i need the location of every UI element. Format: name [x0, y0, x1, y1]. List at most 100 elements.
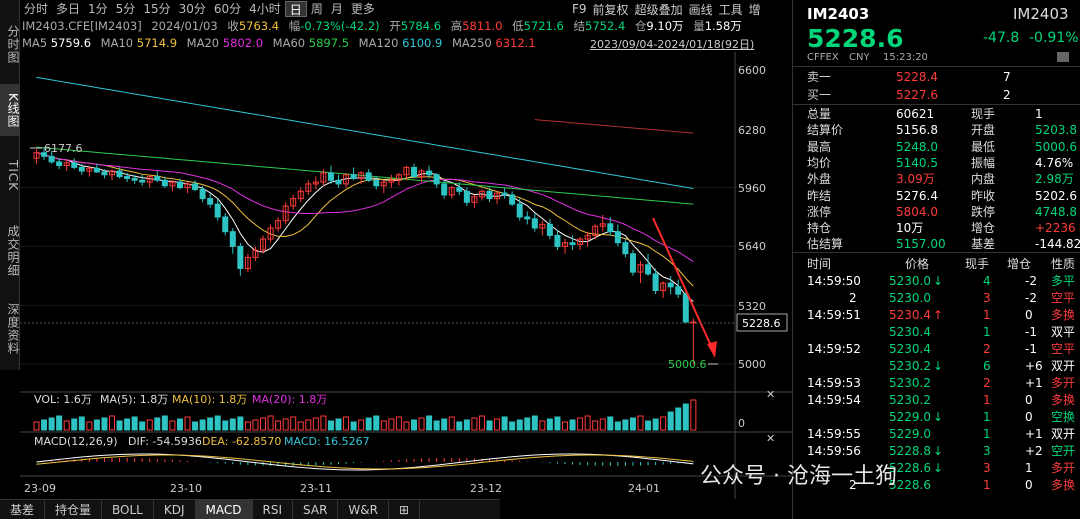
draw-button[interactable]: 画线 [688, 2, 713, 17]
kline-chart[interactable]: 6600 6280 5960 5640 5320 5000 23-09 23-10 23-11… [20, 52, 792, 499]
overlay-button[interactable]: 超级叠加 [634, 2, 683, 17]
period-more[interactable]: 更多 [350, 2, 375, 16]
tick-oi-chg: +1 [1025, 427, 1043, 441]
tick-price: 5230.2 [889, 376, 931, 390]
tab-kline[interactable]: K线图 [0, 84, 20, 136]
tab-sar[interactable]: SAR [293, 500, 339, 519]
period-multiday[interactable]: 多日 [56, 2, 81, 16]
tab-tick[interactable]: TICK [6, 160, 20, 192]
volume-bar [169, 420, 176, 431]
date-range[interactable]: 2023/09/04-2024/01/18(92日) [590, 38, 755, 51]
tab-rsi[interactable]: RSI [253, 500, 294, 519]
f9-button[interactable]: F9 [572, 2, 587, 16]
edit-icon[interactable] [1057, 52, 1069, 62]
stat-row: 持仓 10万 增仓 +2236 [793, 219, 1080, 237]
close-label: 收 [227, 19, 239, 33]
tab-oi[interactable]: 持仓量 [45, 500, 103, 519]
candle-body [305, 183, 312, 192]
candle-body [93, 167, 100, 173]
volume-bar [192, 421, 199, 431]
price-axis-label: 5960 [738, 182, 766, 195]
period-1min[interactable]: 1分 [88, 2, 108, 16]
tick-header-cell: 价格 [905, 257, 930, 271]
period-60min[interactable]: 60分 [213, 2, 242, 16]
oi-label: 仓 [634, 19, 647, 33]
stat-value: 60621 [896, 107, 935, 121]
volume-bar [629, 417, 636, 431]
period-4hour[interactable]: 4小时 [249, 2, 281, 16]
tab-timeshare[interactable]: 分时图 [6, 24, 20, 64]
candle-body [380, 181, 387, 187]
volume-bar [116, 420, 123, 431]
period-5min[interactable]: 5分 [115, 2, 136, 16]
candle-body [516, 203, 523, 218]
candle-body [629, 253, 636, 273]
vol-close-icon[interactable]: ✕ [766, 388, 775, 401]
tab-wr[interactable]: W&R [338, 500, 389, 519]
add-button[interactable]: 增 [748, 2, 761, 17]
tick-nature: 空换 [1051, 410, 1076, 424]
candle-body [494, 192, 501, 200]
adjust-button[interactable]: 前复权 [592, 2, 629, 17]
candle-body [501, 192, 508, 196]
candle-body [524, 216, 531, 220]
tab-kdj[interactable]: KDJ [154, 500, 196, 519]
period-week[interactable]: 周 [310, 2, 323, 16]
open-value: 5784.6 [400, 19, 442, 33]
candle-body [622, 242, 629, 255]
candle-body [116, 170, 123, 178]
stat-label: 开盘 [971, 123, 996, 138]
tick-vol: 3 [983, 291, 991, 305]
stat-value: 2.98万 [1035, 172, 1074, 187]
candle-body [252, 249, 259, 258]
ask-label: 卖一 [807, 70, 832, 84]
tick-nature: 空平 [1051, 342, 1076, 356]
last-price-tag: 5228.6 [742, 317, 781, 330]
volume-bar [350, 421, 357, 431]
volume-bar [554, 416, 561, 431]
candle-body [546, 223, 553, 236]
period-day[interactable]: 日 [284, 1, 307, 17]
tab-boll[interactable]: BOLL [102, 500, 154, 519]
tab-trade-detail[interactable]: 成交明细 [6, 225, 20, 277]
tab-depth[interactable]: 深度资料 [6, 303, 20, 355]
candle-body [146, 176, 153, 183]
candle-body [237, 245, 244, 269]
stat-label: 跌停 [971, 204, 996, 219]
period-timeshare[interactable]: 分时 [24, 2, 49, 16]
volume-bar [71, 418, 78, 431]
tools-button[interactable]: 工具 [718, 2, 743, 17]
volume-bar [599, 418, 606, 431]
indicator-tabs: 基差 持仓量 BOLL KDJ MACD RSI SAR W&R ⊞ [0, 499, 500, 519]
tick-nature: 多换 [1051, 478, 1076, 492]
candle-body [411, 166, 417, 178]
tab-add[interactable]: ⊞ [389, 500, 421, 519]
stat-label: 现手 [971, 107, 996, 121]
candle-body [569, 242, 576, 246]
volume-bar [109, 415, 115, 431]
tick-nature: 多换 [1051, 308, 1076, 322]
candle-body [41, 152, 48, 157]
candle-body [229, 231, 236, 247]
tab-macd[interactable]: MACD [195, 500, 253, 519]
settle-label: 结 [573, 19, 586, 33]
stat-row: 最高 5248.0 最低 5000.6 [793, 138, 1080, 156]
period-30min[interactable]: 30分 [178, 2, 206, 16]
tick-nature: 双开 [1051, 359, 1076, 373]
candle-body [184, 183, 191, 189]
stat-label: 最高 [807, 139, 832, 154]
price-axis-label: 6280 [738, 124, 766, 137]
period-month[interactable]: 月 [330, 2, 343, 16]
candle-body [71, 162, 78, 168]
tick-header: 时间 价格 现手 增仓 性质 [793, 255, 1080, 273]
tick-price: 5228.6 [889, 478, 931, 492]
period-15min[interactable]: 15分 [143, 2, 171, 16]
tick-time: 14:59:52 [807, 342, 861, 356]
volume-bar [260, 417, 266, 431]
quote-panel: IM2403 IM2403 5228.6 -47.8 -0.91% CFFEX … [792, 0, 1080, 519]
tick-nature: 多换 [1051, 393, 1076, 407]
tab-basis[interactable]: 基差 [0, 500, 46, 519]
macd-close-icon[interactable]: ✕ [766, 432, 775, 445]
candle-body [645, 264, 652, 275]
stat-label: 基差 [971, 237, 996, 252]
